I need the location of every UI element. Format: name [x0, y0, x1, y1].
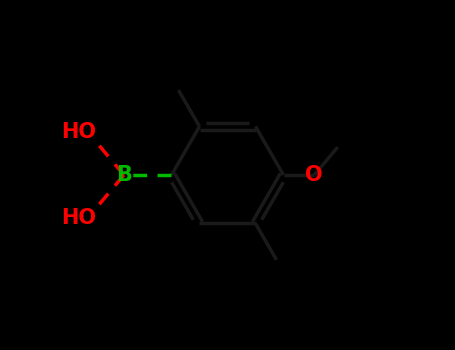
Text: HO: HO — [61, 121, 96, 141]
Text: HO: HO — [61, 209, 96, 229]
Text: B: B — [116, 165, 132, 185]
Text: O: O — [305, 165, 323, 185]
